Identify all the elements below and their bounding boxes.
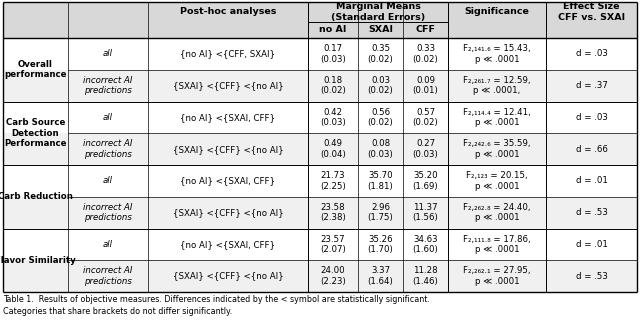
Text: incorrect AI
predictions: incorrect AI predictions — [83, 266, 132, 286]
Text: Table 1.  Results of objective measures. Differences indicated by the < symbol a: Table 1. Results of objective measures. … — [3, 296, 430, 304]
Text: 0.17
(0.03): 0.17 (0.03) — [320, 44, 346, 64]
Text: Overall
performance: Overall performance — [4, 60, 67, 79]
Text: F₂,₁₂₃ = 20.15,
p ≪ .0001: F₂,₁₂₃ = 20.15, p ≪ .0001 — [466, 171, 528, 191]
Text: 0.18
(0.02): 0.18 (0.02) — [320, 76, 346, 95]
Text: 0.57
(0.02): 0.57 (0.02) — [413, 108, 438, 127]
Text: Effect Size
CFF vs. SXAI: Effect Size CFF vs. SXAI — [558, 2, 625, 22]
Text: incorrect AI
predictions: incorrect AI predictions — [83, 203, 132, 222]
Bar — [3, 133, 637, 165]
Text: F₂,₁₁₁.₈ = 17.86,
p ≪ .0001: F₂,₁₁₁.₈ = 17.86, p ≪ .0001 — [463, 235, 531, 254]
Text: 0.35
(0.02): 0.35 (0.02) — [367, 44, 394, 64]
Text: no AI: no AI — [319, 26, 347, 34]
Text: 0.03
(0.02): 0.03 (0.02) — [367, 76, 394, 95]
Text: 35.26
(1.70): 35.26 (1.70) — [367, 235, 394, 254]
Text: all: all — [103, 240, 113, 249]
Text: F₂,₁₁₄.₄ = 12.41,
p ≪ .0001: F₂,₁₁₄.₄ = 12.41, p ≪ .0001 — [463, 108, 531, 127]
Text: d = .01: d = .01 — [575, 240, 607, 249]
Bar — [3, 197, 637, 229]
Text: {no AI} <{SXAI, CFF}: {no AI} <{SXAI, CFF} — [180, 176, 276, 185]
Text: all: all — [103, 176, 113, 185]
Text: {no AI} <{SXAI, CFF}: {no AI} <{SXAI, CFF} — [180, 113, 276, 122]
Text: 24.00
(2.23): 24.00 (2.23) — [320, 266, 346, 286]
Text: 0.33
(0.02): 0.33 (0.02) — [413, 44, 438, 64]
Text: F₂,₂₆₂.₈ = 24.40,
p ≪ .0001: F₂,₂₆₂.₈ = 24.40, p ≪ .0001 — [463, 203, 531, 222]
Text: d = .03: d = .03 — [575, 113, 607, 122]
Bar — [3, 70, 637, 101]
Text: F₂,₁₄₁.₆ = 15.43,
p ≪ .0001: F₂,₁₄₁.₆ = 15.43, p ≪ .0001 — [463, 44, 531, 64]
Text: incorrect AI
predictions: incorrect AI predictions — [83, 139, 132, 159]
Text: F₂,₂₄₂.₆ = 35.59,
p ≪ .0001: F₂,₂₄₂.₆ = 35.59, p ≪ .0001 — [463, 139, 531, 159]
Text: Post-hoc analyses: Post-hoc analyses — [180, 8, 276, 16]
Text: 35.20
(1.69): 35.20 (1.69) — [413, 171, 438, 191]
Text: Carb Source
Detection
Performance: Carb Source Detection Performance — [4, 118, 67, 148]
Text: 23.58
(2.38): 23.58 (2.38) — [320, 203, 346, 222]
Text: {no AI} <{CFF, SXAI}: {no AI} <{CFF, SXAI} — [180, 50, 276, 58]
Text: 2.96
(1.75): 2.96 (1.75) — [367, 203, 394, 222]
Text: 21.73
(2.25): 21.73 (2.25) — [320, 171, 346, 191]
Bar — [3, 2, 637, 38]
Text: Carb Reduction: Carb Reduction — [0, 192, 73, 201]
Text: all: all — [103, 50, 113, 58]
Text: d = .66: d = .66 — [575, 145, 607, 154]
Text: 3.37
(1.64): 3.37 (1.64) — [367, 266, 394, 286]
Text: F₂,₂₆₂.₁ = 27.95,
p ≪ .0001: F₂,₂₆₂.₁ = 27.95, p ≪ .0001 — [463, 266, 531, 286]
Text: 34.63
(1.60): 34.63 (1.60) — [413, 235, 438, 254]
Text: 0.49
(0.04): 0.49 (0.04) — [320, 139, 346, 159]
Text: 0.42
(0.03): 0.42 (0.03) — [320, 108, 346, 127]
Text: 0.27
(0.03): 0.27 (0.03) — [413, 139, 438, 159]
Text: 11.37
(1.56): 11.37 (1.56) — [413, 203, 438, 222]
Text: incorrect AI
predictions: incorrect AI predictions — [83, 76, 132, 95]
Text: d = .53: d = .53 — [575, 208, 607, 217]
Text: SXAI: SXAI — [368, 26, 393, 34]
Text: d = .53: d = .53 — [575, 272, 607, 281]
Text: {no AI} <{SXAI, CFF}: {no AI} <{SXAI, CFF} — [180, 240, 276, 249]
Text: 23.57
(2.07): 23.57 (2.07) — [320, 235, 346, 254]
Text: Flavor Similarity: Flavor Similarity — [0, 256, 76, 265]
Text: CFF: CFF — [415, 26, 435, 34]
Text: 0.08
(0.03): 0.08 (0.03) — [367, 139, 394, 159]
Text: F₂,₂₆₁.₇ = 12.59,
p ≪ .0001,: F₂,₂₆₁.₇ = 12.59, p ≪ .0001, — [463, 76, 531, 95]
Bar — [3, 260, 637, 292]
Text: {SXAI} <{CFF} <{no AI}: {SXAI} <{CFF} <{no AI} — [173, 208, 284, 217]
Text: 0.56
(0.02): 0.56 (0.02) — [367, 108, 394, 127]
Text: 0.09
(0.01): 0.09 (0.01) — [413, 76, 438, 95]
Text: Significance: Significance — [465, 8, 529, 16]
Text: d = .01: d = .01 — [575, 176, 607, 185]
Text: 35.70
(1.81): 35.70 (1.81) — [367, 171, 394, 191]
Text: all: all — [103, 113, 113, 122]
Text: 11.28
(1.46): 11.28 (1.46) — [413, 266, 438, 286]
Text: {SXAI} <{CFF} <{no AI}: {SXAI} <{CFF} <{no AI} — [173, 145, 284, 154]
Text: Categories that share brackets do not differ significantly.: Categories that share brackets do not di… — [3, 306, 232, 316]
Text: {SXAI} <{CFF} <{no AI}: {SXAI} <{CFF} <{no AI} — [173, 81, 284, 90]
Text: d = .37: d = .37 — [575, 81, 607, 90]
Text: {SXAI} <{CFF} <{no AI}: {SXAI} <{CFF} <{no AI} — [173, 272, 284, 281]
Text: Marginal Means
(Standard Errors): Marginal Means (Standard Errors) — [331, 2, 425, 22]
Text: d = .03: d = .03 — [575, 50, 607, 58]
